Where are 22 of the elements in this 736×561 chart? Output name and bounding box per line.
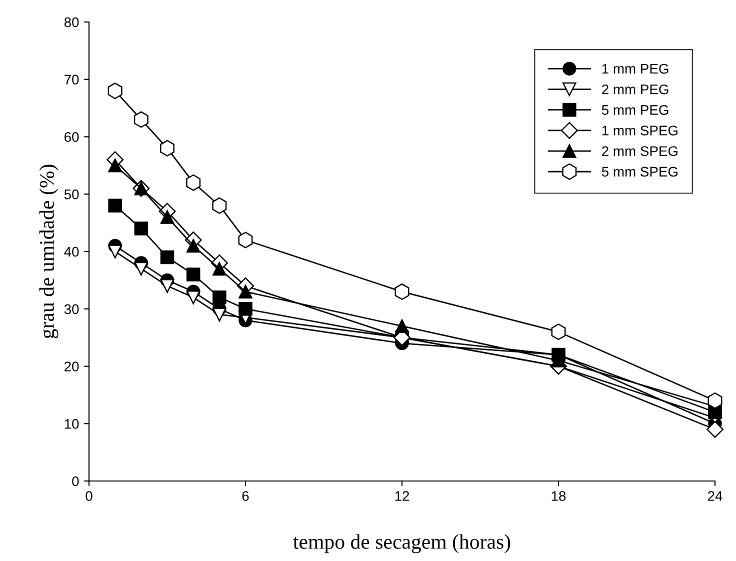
y-tick-label: 10 <box>64 418 79 429</box>
y-tick-label: 40 <box>64 246 79 257</box>
legend-label: 5 mm PEG <box>602 105 668 115</box>
y-tick-label: 80 <box>64 17 79 28</box>
x-tick-label: 24 <box>708 491 722 501</box>
legend-label: 1 mm SPEG <box>602 126 678 136</box>
legend-label: 5 mm SPEG <box>602 166 678 177</box>
y-tick-label: 70 <box>64 74 79 85</box>
legend-label: 2 mm PEG <box>602 84 668 94</box>
y-tick-label: 60 <box>64 132 79 142</box>
y-tick-label: 30 <box>64 304 79 314</box>
legend-label: 1 mm PEG <box>602 64 668 74</box>
y-tick-label: 50 <box>64 189 79 200</box>
x-axis-title: tempo de secagem (horas) <box>293 534 510 554</box>
x-tick-label: 12 <box>395 491 410 501</box>
y-tick-label: 0 <box>72 476 79 486</box>
y-axis-title: grau de umidade (%) <box>39 164 58 338</box>
y-tick-label: 20 <box>64 362 79 372</box>
x-tick-label: 0 <box>86 491 92 501</box>
x-tick-label: 18 <box>552 491 566 501</box>
x-tick-label: 6 <box>242 491 249 501</box>
legend-label: 2 mm SPEG <box>602 146 678 156</box>
